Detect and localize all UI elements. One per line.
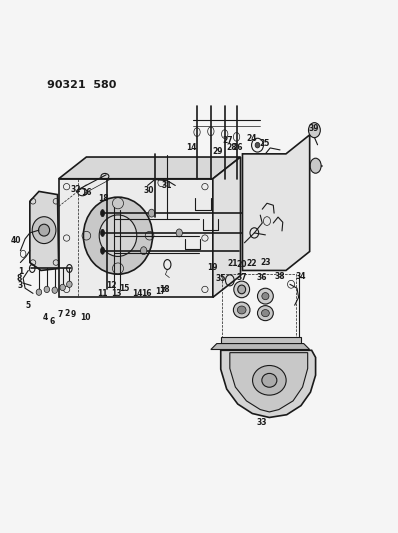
Ellipse shape <box>310 158 321 173</box>
Ellipse shape <box>52 287 57 293</box>
Text: 38: 38 <box>275 272 285 281</box>
Ellipse shape <box>234 281 250 298</box>
Text: 33: 33 <box>257 418 267 427</box>
Ellipse shape <box>255 142 260 148</box>
Text: 90321  580: 90321 580 <box>47 80 116 91</box>
Ellipse shape <box>101 229 105 237</box>
Text: 35: 35 <box>216 274 226 283</box>
Text: 9: 9 <box>71 310 76 319</box>
Polygon shape <box>221 337 301 344</box>
Text: 4: 4 <box>42 312 47 321</box>
Text: 14: 14 <box>187 143 197 152</box>
Polygon shape <box>221 350 316 417</box>
Ellipse shape <box>44 286 50 293</box>
Ellipse shape <box>237 306 246 314</box>
Text: 8: 8 <box>16 274 22 283</box>
Text: 25: 25 <box>259 139 269 148</box>
Text: 17: 17 <box>155 287 166 295</box>
Text: 5: 5 <box>26 301 31 310</box>
Text: 14: 14 <box>133 289 143 298</box>
Ellipse shape <box>84 197 152 274</box>
Text: 31: 31 <box>161 181 172 190</box>
Text: 32: 32 <box>70 185 81 194</box>
Ellipse shape <box>60 284 65 290</box>
Text: 15: 15 <box>119 284 130 293</box>
Text: 18: 18 <box>98 194 109 203</box>
Ellipse shape <box>253 366 286 395</box>
Text: 37: 37 <box>236 273 247 282</box>
Text: 22: 22 <box>246 259 256 268</box>
Polygon shape <box>213 157 240 297</box>
Ellipse shape <box>258 288 273 304</box>
Ellipse shape <box>233 302 250 318</box>
Ellipse shape <box>36 289 42 295</box>
Text: 21: 21 <box>227 259 238 268</box>
Text: 3: 3 <box>18 281 23 290</box>
Text: 10: 10 <box>80 312 90 321</box>
Text: 30: 30 <box>143 186 154 195</box>
Ellipse shape <box>148 209 155 217</box>
Ellipse shape <box>262 374 277 387</box>
Polygon shape <box>230 353 308 412</box>
Text: 27: 27 <box>222 136 233 146</box>
Text: 28: 28 <box>226 143 237 152</box>
Text: 40: 40 <box>11 236 21 245</box>
Ellipse shape <box>39 224 50 236</box>
Ellipse shape <box>101 209 105 217</box>
Text: 1: 1 <box>18 266 23 276</box>
Text: 16: 16 <box>142 289 152 298</box>
Text: 34: 34 <box>296 272 306 281</box>
Text: 12: 12 <box>106 281 117 290</box>
Bar <box>222 273 296 337</box>
Ellipse shape <box>238 285 246 294</box>
Text: 26: 26 <box>232 143 243 152</box>
Text: 19: 19 <box>208 263 218 272</box>
Ellipse shape <box>176 229 182 237</box>
Text: 13: 13 <box>111 289 122 298</box>
Text: 20: 20 <box>236 260 247 269</box>
Text: 39: 39 <box>308 125 319 133</box>
Ellipse shape <box>308 123 320 138</box>
Text: 7: 7 <box>57 310 62 319</box>
Polygon shape <box>242 135 310 270</box>
Text: 16: 16 <box>81 188 92 197</box>
Text: 18: 18 <box>159 285 170 294</box>
Ellipse shape <box>261 310 269 317</box>
Ellipse shape <box>99 215 137 256</box>
Text: 2: 2 <box>64 309 69 318</box>
Ellipse shape <box>262 293 269 300</box>
Polygon shape <box>30 191 59 270</box>
Polygon shape <box>59 157 240 179</box>
Polygon shape <box>211 344 310 350</box>
Polygon shape <box>59 179 213 297</box>
Ellipse shape <box>258 305 273 321</box>
Text: 29: 29 <box>213 148 223 156</box>
Text: 36: 36 <box>256 273 267 282</box>
Ellipse shape <box>101 247 105 254</box>
Text: 23: 23 <box>260 258 271 267</box>
Text: 24: 24 <box>246 134 256 142</box>
Ellipse shape <box>66 281 72 287</box>
Ellipse shape <box>32 217 56 244</box>
Ellipse shape <box>140 247 147 255</box>
Text: 11: 11 <box>97 289 107 298</box>
Text: 6: 6 <box>49 317 55 326</box>
